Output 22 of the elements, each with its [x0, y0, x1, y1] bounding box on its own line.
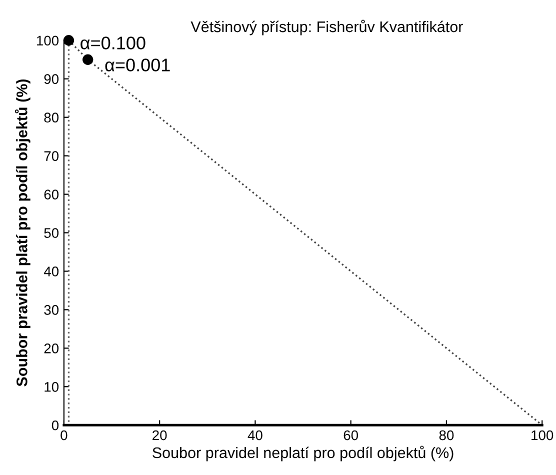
y-tick-label: 90	[44, 74, 59, 84]
y-tick-label: 40	[44, 266, 59, 276]
y-tick-label: 70	[44, 151, 59, 161]
x-axis-title: Soubor pravidel neplatí pro podíl objektů (%)	[152, 446, 454, 462]
y-tick-label: 20	[44, 344, 59, 354]
y-tick-label: 50	[44, 228, 59, 238]
x-tick-label: 0	[60, 430, 68, 440]
y-tick-label: 80	[44, 112, 59, 122]
x-tick-label: 60	[344, 430, 358, 440]
annotation: α=0.100	[80, 36, 146, 50]
x-tick-label: 80	[439, 430, 454, 440]
y-axis-title: Soubor pravidel platí pro podíl objektů (%)	[14, 79, 30, 386]
x-tick-label: 100	[532, 430, 554, 440]
y-tick-label: 100	[36, 36, 59, 46]
y-tick-label: 60	[44, 190, 59, 200]
y-tick-label: 30	[44, 305, 59, 315]
annotation: α=0.001	[105, 58, 170, 72]
y-tick-label: 10	[44, 382, 59, 392]
x-tick-label: 40	[248, 430, 262, 440]
chart-title: Většinový přístup: Fisherův Kvantifikátor	[190, 20, 463, 36]
y-tick-label: 0	[52, 420, 59, 430]
x-tick-label: 20	[152, 430, 167, 440]
